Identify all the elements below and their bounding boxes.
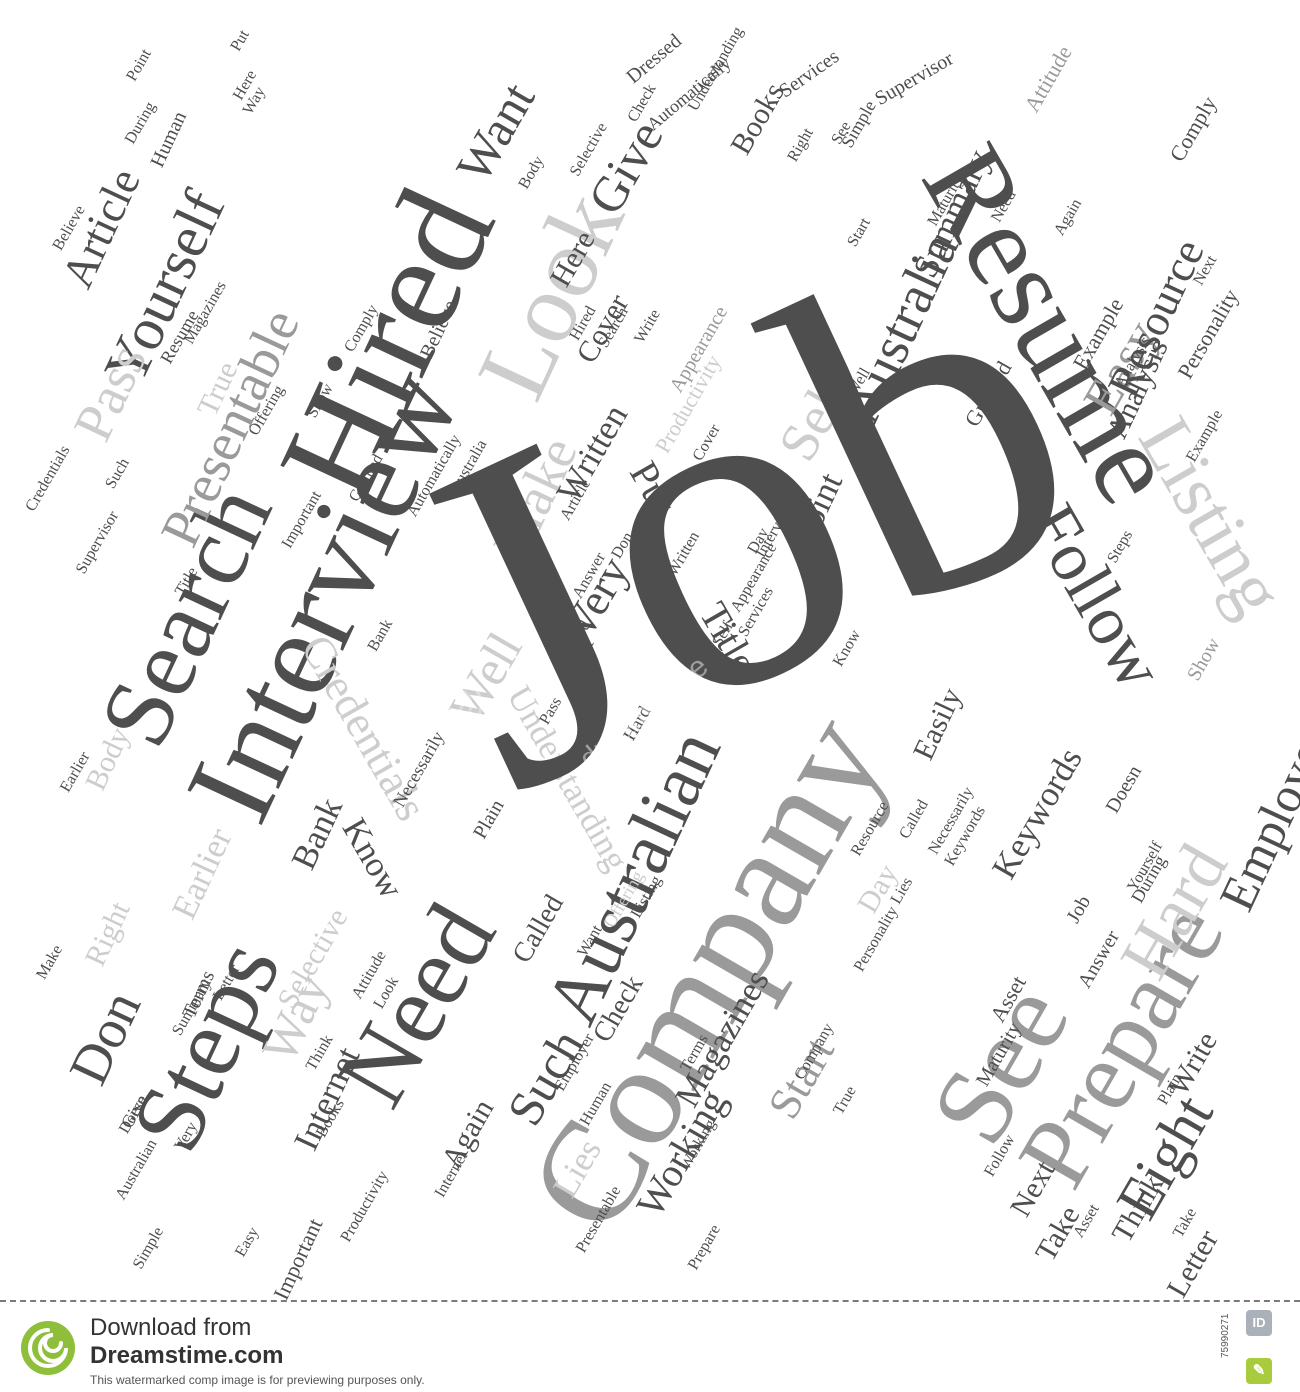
watermark-notice: This watermarked comp image is for previ… bbox=[90, 1373, 425, 1387]
cloud-word-such: Such bbox=[102, 455, 133, 491]
cloud-word-productivity: Productivity bbox=[338, 1168, 392, 1245]
cloud-word-job: Job bbox=[1062, 892, 1095, 927]
cloud-word-comply: Comply bbox=[1164, 92, 1221, 166]
cloud-word-dressed: Dressed bbox=[622, 30, 686, 88]
cloud-word-show: Show bbox=[1183, 634, 1225, 685]
cloud-word-make: Make bbox=[33, 942, 66, 982]
cloud-word-doesn: Doesn bbox=[1101, 762, 1146, 817]
cloud-word-easy: Easy bbox=[232, 1224, 262, 1259]
cloud-word-know: Know bbox=[335, 811, 412, 905]
download-label: Download from bbox=[90, 1314, 252, 1341]
word-cloud: Company Hired Interview Resume Look Search See… bbox=[22, 24, 1300, 1300]
cloud-word-called: Called bbox=[896, 797, 932, 842]
cloud-word-right: Right bbox=[784, 125, 817, 165]
dreamstime-logo-icon bbox=[21, 1321, 75, 1375]
cloud-word-understanding: Understanding bbox=[685, 24, 747, 114]
footer-bar: Download from Dreamstime.com This waterm… bbox=[0, 1300, 1300, 1392]
cloud-word-keywords: Keywords bbox=[984, 741, 1090, 885]
cloud-word-put: Put bbox=[227, 27, 253, 54]
author-credit-icon: ✎ bbox=[1246, 1358, 1272, 1384]
cloud-word-services: Services bbox=[775, 45, 843, 102]
cloud-word-simple: Simple bbox=[130, 1224, 167, 1272]
cloud-word-true: True bbox=[830, 1083, 860, 1117]
cloud-word-credentials: Credentials bbox=[22, 443, 73, 515]
cloud-word-point: Point bbox=[123, 46, 155, 84]
cloud-word-prepare: Prepare bbox=[685, 1222, 724, 1273]
cloud-word-important: Important bbox=[268, 1214, 327, 1300]
cloud-word-plain: Plain bbox=[469, 796, 509, 843]
cloud-word-attitude: Attitude bbox=[1019, 41, 1077, 116]
image-id-number: 75990271 bbox=[1220, 1313, 1231, 1359]
cloud-word-right: Right bbox=[79, 896, 137, 971]
cloud-word-during: During bbox=[122, 99, 159, 147]
cloud-word-letter: Letter bbox=[1161, 1224, 1225, 1300]
cloud-word-earlier: Earlier bbox=[164, 822, 240, 925]
cloud-word-employer: Employer bbox=[1208, 716, 1300, 919]
word-cloud-svg: CompanyHiredInterviewResumeLookSearchSee… bbox=[22, 24, 1300, 1300]
cloud-word-supervisor: Supervisor bbox=[73, 508, 123, 577]
cloud-word-australian: Australian bbox=[112, 1136, 160, 1202]
cloud-word-supervisor: Supervisor bbox=[871, 47, 957, 110]
id-badge-icon: ID bbox=[1246, 1310, 1272, 1336]
brand-name[interactable]: Dreamstime.com bbox=[90, 1342, 284, 1369]
